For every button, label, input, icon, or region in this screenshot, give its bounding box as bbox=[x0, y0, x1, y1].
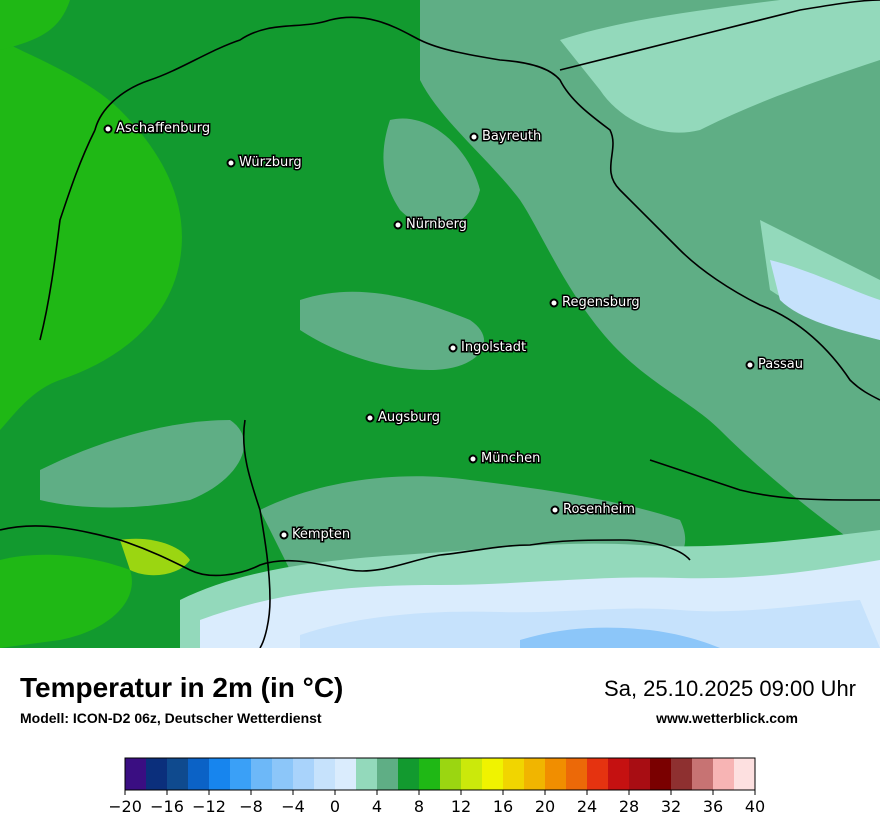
map-field-10-12-north bbox=[0, 0, 70, 50]
city-label: Augsburg bbox=[378, 410, 440, 425]
city-label: München bbox=[481, 451, 540, 466]
map-field-6-8-central bbox=[300, 291, 485, 370]
legend-tick-label: 36 bbox=[703, 797, 723, 816]
map-field-10-12-west bbox=[0, 40, 182, 430]
legend-swatch bbox=[293, 758, 315, 790]
borders bbox=[0, 0, 880, 648]
city-wuerzburg: Würzburg bbox=[226, 154, 303, 172]
legend-swatch bbox=[629, 758, 651, 790]
city-bayreuth: Bayreuth bbox=[469, 128, 543, 146]
temperature-map: Aschaffenburg Würzburg Bayreuth Nürnberg… bbox=[0, 0, 880, 648]
city-label: Passau bbox=[758, 357, 803, 372]
city-label: Aschaffenburg bbox=[116, 121, 210, 136]
legend-tick-label: 40 bbox=[745, 797, 765, 816]
model-subtitle: Modell: ICON-D2 06z, Deutscher Wetterdie… bbox=[20, 710, 322, 726]
city-ingolstadt: Ingolstadt bbox=[448, 339, 528, 357]
map-canvas: Aschaffenburg Würzburg Bayreuth Nürnberg… bbox=[0, 0, 880, 648]
city-label: Würzburg bbox=[239, 155, 302, 170]
map-field-6-8-bayreuth bbox=[383, 118, 480, 228]
legend-swatch bbox=[587, 758, 609, 790]
legend-swatch bbox=[146, 758, 168, 790]
city-regensburg: Regensburg bbox=[549, 294, 641, 312]
legend-swatch bbox=[461, 758, 483, 790]
legend-swatch bbox=[650, 758, 672, 790]
legend-tick-label: −4 bbox=[281, 797, 305, 816]
legend-swatch bbox=[272, 758, 294, 790]
legend-swatch bbox=[713, 758, 735, 790]
legend-swatch bbox=[671, 758, 693, 790]
legend-tick-label: 8 bbox=[414, 797, 424, 816]
legend-swatch bbox=[335, 758, 357, 790]
border-east-inner bbox=[649, 459, 880, 501]
border-bw bbox=[242, 419, 271, 648]
map-field-6-8-southwest bbox=[40, 420, 245, 508]
legend-swatch bbox=[356, 758, 378, 790]
legend-swatch bbox=[566, 758, 588, 790]
legend-swatch bbox=[230, 758, 252, 790]
legend-tick-label: 32 bbox=[661, 797, 681, 816]
legend-swatch bbox=[734, 758, 756, 790]
legend-canvas: −20 −16 −12 −8 −4 0 4 8 12 16 20 24 28 32 36 40 bbox=[108, 757, 765, 816]
city-aschaffenburg: Aschaffenburg bbox=[103, 120, 212, 138]
legend-border bbox=[124, 757, 756, 791]
legend-tick-label: −12 bbox=[192, 797, 226, 816]
border-hesse bbox=[39, 129, 96, 341]
legend-swatch bbox=[251, 758, 273, 790]
forecast-datetime: Sa, 25.10.2025 09:00 Uhr bbox=[604, 676, 856, 701]
legend-tick-label: 4 bbox=[372, 797, 382, 816]
map-field-12-14-lake bbox=[120, 538, 190, 576]
city-label: Bayreuth bbox=[482, 129, 541, 144]
city-markers: Aschaffenburg Würzburg Bayreuth Nürnberg… bbox=[103, 120, 804, 544]
legend-swatch bbox=[524, 758, 546, 790]
legend-swatch bbox=[692, 758, 714, 790]
legend-tick-label: −8 bbox=[239, 797, 263, 816]
legend-tick-label: 0 bbox=[330, 797, 340, 816]
legend-swatch bbox=[188, 758, 210, 790]
legend-tick-label: 20 bbox=[535, 797, 555, 816]
legend-swatch bbox=[125, 758, 147, 790]
city-muenchen: München bbox=[468, 450, 542, 468]
legend-swatch bbox=[377, 758, 399, 790]
city-label: Regensburg bbox=[562, 295, 640, 310]
border-austria bbox=[0, 525, 691, 577]
city-rosenheim: Rosenheim bbox=[550, 501, 636, 519]
legend-tick-label: 28 bbox=[619, 797, 639, 816]
legend-swatch bbox=[608, 758, 630, 790]
legend-swatch bbox=[398, 758, 420, 790]
legend-swatch bbox=[314, 758, 336, 790]
website-link[interactable]: www.wetterblick.com bbox=[656, 710, 798, 726]
legend-swatch bbox=[167, 758, 189, 790]
map-field-minus-2-0-alps bbox=[300, 600, 880, 648]
legend-swatch bbox=[545, 758, 567, 790]
city-label: Ingolstadt bbox=[461, 340, 526, 355]
legend-tick-label: 16 bbox=[493, 797, 513, 816]
border-czech bbox=[559, 0, 880, 71]
legend-swatch bbox=[482, 758, 504, 790]
legend-tick-label: 12 bbox=[451, 797, 471, 816]
map-field-4-6-northeast bbox=[560, 0, 880, 133]
border-bavaria bbox=[94, 16, 880, 401]
legend-tick-label: −20 bbox=[110, 797, 142, 816]
legend-swatch bbox=[503, 758, 525, 790]
legend-swatch bbox=[209, 758, 231, 790]
legend-swatch bbox=[419, 758, 441, 790]
legend-swatch bbox=[440, 758, 462, 790]
map-field-10-12-southwest bbox=[0, 554, 132, 648]
map-title: Temperatur in 2m (in °C) bbox=[20, 672, 344, 703]
city-passau: Passau bbox=[745, 356, 804, 374]
legend-tick-label: −16 bbox=[150, 797, 184, 816]
map-field-6-8-east bbox=[420, 0, 880, 560]
city-label: Nürnberg bbox=[406, 217, 467, 232]
city-label: Kempten bbox=[292, 527, 350, 542]
legend-tick-label: 24 bbox=[577, 797, 597, 816]
city-kempten: Kempten bbox=[279, 526, 352, 544]
map-field-2-4-passau-east bbox=[770, 260, 880, 340]
map-field-minus-4-alps bbox=[520, 627, 720, 648]
color-legend: −20 −16 −12 −8 −4 0 4 8 12 16 20 24 28 32 36 40 bbox=[108, 756, 770, 826]
city-label: Rosenheim bbox=[563, 502, 635, 517]
city-nuernberg: Nürnberg bbox=[393, 216, 468, 234]
city-augsburg: Augsburg bbox=[365, 409, 442, 427]
